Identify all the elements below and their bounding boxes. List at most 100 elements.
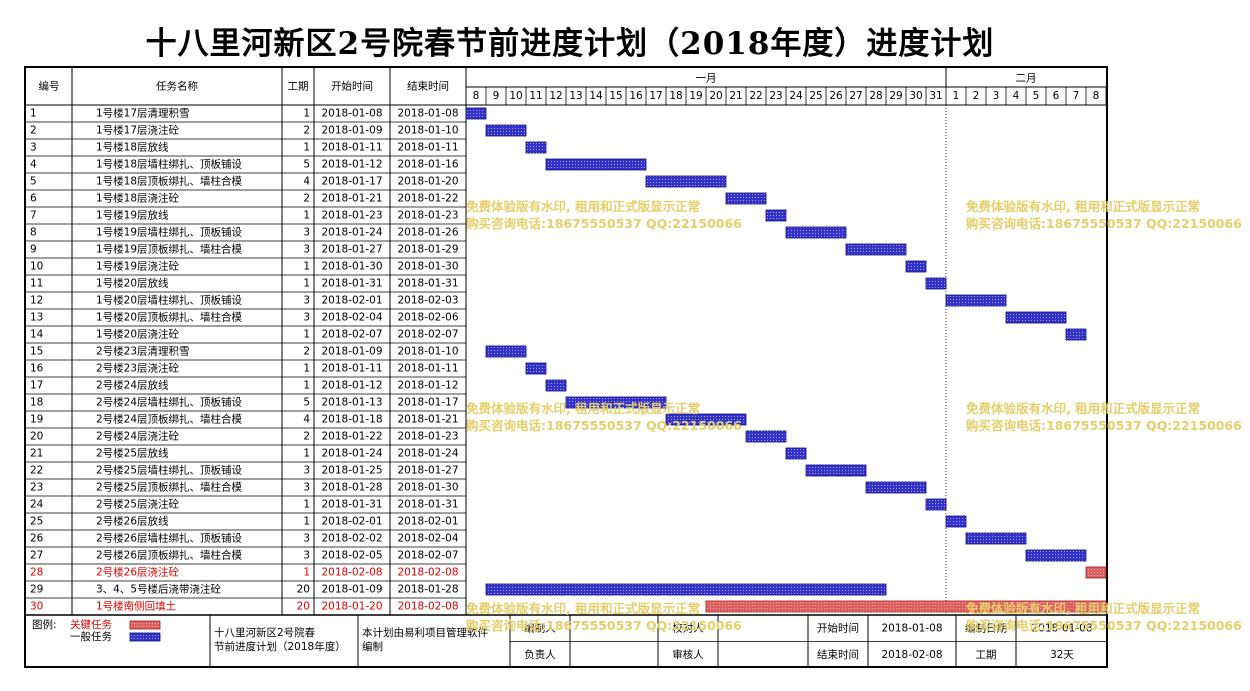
task-name: 1号楼18层浇注砼 bbox=[96, 192, 180, 205]
task-id: 23 bbox=[30, 482, 43, 494]
task-name: 2号楼24层墙柱绑扎、顶板铺设 bbox=[96, 396, 243, 409]
task-duration: 1 bbox=[303, 380, 310, 392]
task-end: 2018-02-07 bbox=[397, 550, 458, 562]
day-label: 30 bbox=[909, 90, 922, 102]
task-start: 2018-01-11 bbox=[321, 142, 382, 154]
task-name: 2号楼24层顶板绑扎、墙柱合模 bbox=[96, 413, 243, 426]
task-name: 1号楼18层放线 bbox=[96, 141, 169, 154]
footer-duration-value: 32天 bbox=[1050, 649, 1074, 661]
task-bar bbox=[845, 243, 907, 256]
legend-critical-swatch bbox=[129, 620, 161, 630]
task-end: 2018-01-08 bbox=[397, 108, 458, 120]
task-duration: 1 bbox=[303, 210, 310, 222]
task-start: 2018-02-08 bbox=[321, 567, 382, 579]
task-id: 22 bbox=[30, 465, 43, 477]
footer-end-value: 2018-02-08 bbox=[881, 649, 942, 661]
task-start: 2018-02-01 bbox=[321, 295, 382, 307]
task-duration: 3 bbox=[303, 295, 310, 307]
task-duration: 1 bbox=[303, 142, 310, 154]
task-end: 2018-01-31 bbox=[397, 499, 458, 511]
task-bar bbox=[745, 430, 787, 443]
footer-date-value: 2018-01-08 bbox=[1031, 622, 1092, 634]
gantt-frame: 编号 任务名称 工期 开始时间 结束时间 一月 二月 8 9 10 11 12 13 14 15 16 17 18… bbox=[24, 66, 1108, 668]
day-label: 1 bbox=[953, 90, 960, 102]
task-duration: 1 bbox=[303, 567, 310, 579]
task-start: 2018-02-02 bbox=[321, 533, 382, 545]
task-end: 2018-01-10 bbox=[397, 346, 458, 358]
task-start: 2018-01-28 bbox=[321, 482, 382, 494]
task-bar bbox=[545, 158, 647, 171]
task-start: 2018-01-08 bbox=[321, 108, 382, 120]
task-id: 12 bbox=[30, 295, 43, 307]
footer-editor-label: 编制人 bbox=[524, 621, 556, 634]
task-end: 2018-02-08 bbox=[397, 567, 458, 579]
legend-label: 图例: bbox=[32, 618, 57, 631]
task-id: 11 bbox=[30, 278, 43, 290]
task-end: 2018-01-21 bbox=[397, 414, 458, 426]
task-bar bbox=[785, 226, 847, 239]
task-bar bbox=[565, 396, 667, 409]
task-end: 2018-01-11 bbox=[397, 363, 458, 375]
task-duration: 1 bbox=[303, 363, 310, 375]
task-id: 6 bbox=[30, 193, 37, 205]
footer-start-value: 2018-01-08 bbox=[881, 622, 942, 634]
day-label: 29 bbox=[889, 90, 902, 102]
task-id: 3 bbox=[30, 142, 37, 154]
task-id: 1 bbox=[30, 108, 37, 120]
day-label: 13 bbox=[569, 90, 582, 102]
task-id: 5 bbox=[30, 176, 37, 188]
task-id: 16 bbox=[30, 363, 44, 375]
task-end: 2018-01-12 bbox=[397, 380, 458, 392]
task-name: 2号楼25层浇注砼 bbox=[96, 498, 180, 511]
task-bar bbox=[465, 107, 487, 120]
task-id: 28 bbox=[30, 567, 43, 579]
day-label: 6 bbox=[1053, 90, 1060, 102]
task-duration: 4 bbox=[303, 176, 310, 188]
footer-reviewer-label: 校对人 bbox=[672, 621, 704, 634]
task-bar bbox=[665, 413, 747, 426]
task-start: 2018-01-24 bbox=[321, 448, 382, 460]
task-name: 2号楼24层浇注砼 bbox=[96, 430, 180, 443]
task-bar bbox=[965, 532, 1027, 545]
task-bar bbox=[485, 583, 887, 596]
page-title: 十八里河新区2号院春节前进度计划（2018年度）进度计划 bbox=[145, 26, 995, 62]
task-name: 2号楼23层浇注砼 bbox=[96, 362, 180, 375]
task-duration: 1 bbox=[303, 261, 310, 273]
critical-task-bar bbox=[705, 600, 1107, 613]
day-label: 24 bbox=[789, 90, 803, 102]
task-bar bbox=[925, 277, 947, 290]
task-end: 2018-01-28 bbox=[397, 584, 458, 596]
task-duration: 1 bbox=[303, 448, 310, 460]
task-duration: 3 bbox=[303, 465, 310, 477]
task-start: 2018-02-07 bbox=[321, 329, 382, 341]
task-name: 3、4、5号楼后浇带浇注砼 bbox=[96, 583, 222, 596]
task-end: 2018-01-31 bbox=[397, 278, 458, 290]
day-label: 27 bbox=[849, 90, 862, 102]
task-end: 2018-01-23 bbox=[397, 210, 458, 222]
header-start: 开始时间 bbox=[331, 80, 373, 93]
task-bar bbox=[1005, 311, 1067, 324]
footer-date-label: 编制日期 bbox=[965, 621, 1007, 634]
day-label: 18 bbox=[669, 90, 682, 102]
task-name: 2号楼25层放线 bbox=[96, 447, 169, 460]
task-bar bbox=[1065, 328, 1087, 341]
task-start: 2018-01-09 bbox=[321, 584, 382, 596]
task-id: 24 bbox=[30, 499, 44, 511]
footer-project-name: 节前进度计划（2018年度） bbox=[214, 640, 346, 653]
task-name: 1号楼20层墙柱绑扎、顶板铺设 bbox=[96, 294, 243, 307]
day-label: 8 bbox=[1093, 90, 1100, 102]
task-id: 19 bbox=[30, 414, 43, 426]
header-name: 任务名称 bbox=[156, 80, 198, 93]
task-id: 21 bbox=[30, 448, 43, 460]
task-name: 1号楼18层顶板绑扎、墙柱合模 bbox=[96, 175, 243, 188]
header-duration: 工期 bbox=[288, 81, 309, 93]
task-end: 2018-01-10 bbox=[397, 125, 458, 137]
task-name: 1号楼20层顶板绑扎、墙柱合模 bbox=[96, 311, 243, 324]
task-name: 1号楼20层浇注砼 bbox=[96, 328, 180, 341]
month-label: 一月 bbox=[696, 73, 717, 85]
task-bar bbox=[785, 447, 807, 460]
task-id: 7 bbox=[30, 210, 37, 222]
task-end: 2018-01-22 bbox=[397, 193, 458, 205]
task-end: 2018-01-23 bbox=[397, 431, 458, 443]
task-end: 2018-01-24 bbox=[397, 448, 458, 460]
